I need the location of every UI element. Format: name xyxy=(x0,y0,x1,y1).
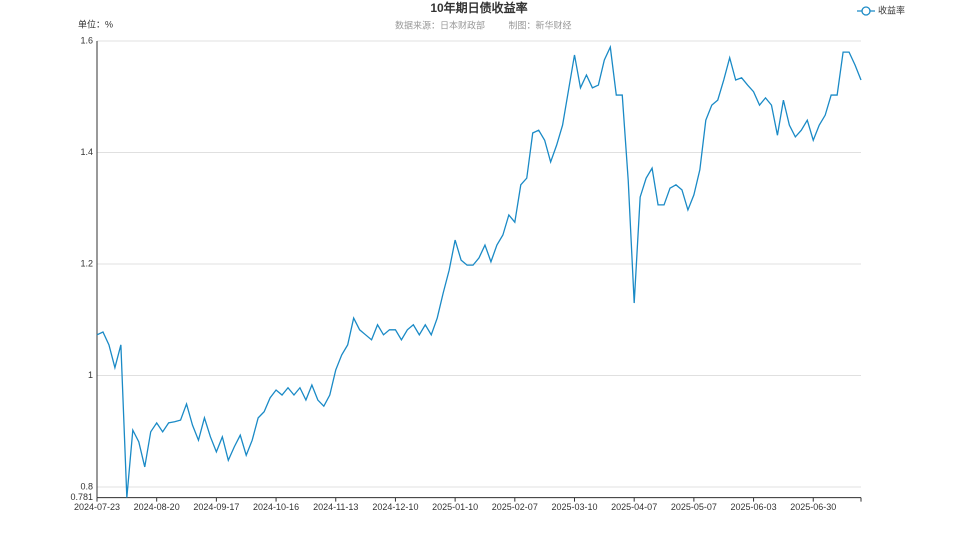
y-tick-label: 0.781 xyxy=(70,492,93,502)
x-tick-label: 2025-03-10 xyxy=(551,502,597,512)
y-tick-label: 1.4 xyxy=(80,147,93,157)
legend-marker xyxy=(861,6,871,16)
unit-label: 单位：% xyxy=(78,18,113,29)
x-tick-label: 2025-06-30 xyxy=(790,502,836,512)
credit: 制图：新华财经 xyxy=(508,19,571,30)
x-tick-label: 2025-06-03 xyxy=(731,502,777,512)
x-tick-label: 2024-07-23 xyxy=(74,502,120,512)
x-tick-label: 2025-01-10 xyxy=(432,502,478,512)
x-tick-label: 2025-04-07 xyxy=(611,502,657,512)
x-tick-label: 2025-05-07 xyxy=(671,502,717,512)
y-tick-label: 1.2 xyxy=(80,258,93,268)
y-tick-label: 1.6 xyxy=(80,35,93,45)
line xyxy=(96,44,862,498)
x-tick-label: 2024-08-20 xyxy=(134,502,180,512)
chart-title: 10年期日债收益率 xyxy=(430,0,527,15)
x-tick-label: 2024-11-13 xyxy=(313,502,358,512)
y-tick-label: 0.8 xyxy=(80,481,93,491)
y-tick-label: 1 xyxy=(88,370,93,380)
x-tick-label: 2024-10-16 xyxy=(253,502,299,512)
source: 数据来源：日本财政部 xyxy=(395,19,485,30)
legend-label: 收益率 xyxy=(878,4,905,15)
x-tick-label: 2025-02-07 xyxy=(492,502,538,512)
x-tick-label: 2024-12-10 xyxy=(372,502,418,512)
x-tick-label: 2024-09-17 xyxy=(193,502,239,512)
